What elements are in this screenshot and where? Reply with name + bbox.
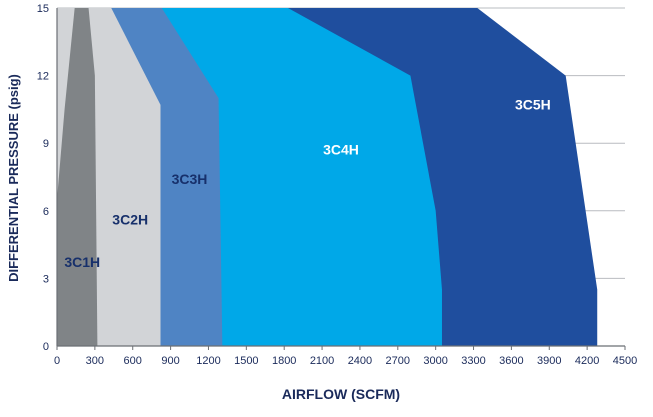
x-tick-label-3: 900 xyxy=(161,355,179,367)
y-tick-label-0: 0 xyxy=(43,341,49,353)
y-tick-label-4: 12 xyxy=(37,71,49,83)
x-tick-label-14: 4200 xyxy=(575,355,599,367)
region-labels: 3C5H 3C4H 3C3H 3C2H 3C1H xyxy=(64,96,550,270)
label-3c2h: 3C2H xyxy=(112,211,148,227)
x-tick-label-7: 2100 xyxy=(310,355,334,367)
label-3c1h: 3C1H xyxy=(64,254,100,270)
label-3c5h: 3C5H xyxy=(515,96,551,112)
x-tick-label-13: 3900 xyxy=(537,355,561,367)
y-tick-label-1: 3 xyxy=(43,273,49,285)
x-tick-labels: 0 300 600 900 1200 1500 1800 2100 2400 2700 3000 33… xyxy=(54,346,637,367)
x-tick-label-4: 1200 xyxy=(196,355,220,367)
x-tick-label-2: 600 xyxy=(124,355,142,367)
x-axis-title: AIRFLOW (SCFM) xyxy=(282,386,400,402)
x-tick-label-15: 4500 xyxy=(613,355,637,367)
x-tick-label-5: 1500 xyxy=(234,355,258,367)
x-tick-label-6: 1800 xyxy=(272,355,296,367)
y-axis-title: DIFFERENTIAL PRESSURE (psig) xyxy=(6,74,21,282)
x-tick-label-10: 3000 xyxy=(423,355,447,367)
x-tick-label-8: 2400 xyxy=(348,355,372,367)
region-3c1h xyxy=(57,8,98,346)
y-tick-label-3: 9 xyxy=(43,138,49,150)
x-tick-label-12: 3600 xyxy=(499,355,523,367)
capacity-regions xyxy=(57,8,598,346)
y-tick-label-2: 6 xyxy=(43,206,49,218)
x-tick-label-0: 0 xyxy=(54,355,60,367)
label-3c3h: 3C3H xyxy=(172,171,208,187)
y-tick-label-5: 15 xyxy=(37,3,49,15)
x-tick-label-1: 300 xyxy=(86,355,104,367)
axes xyxy=(56,8,625,347)
x-tick-label-11: 3300 xyxy=(461,355,485,367)
y-tick-labels: 0 3 6 9 12 15 xyxy=(37,3,49,353)
label-3c4h: 3C4H xyxy=(323,141,359,157)
x-tick-label-9: 2700 xyxy=(386,355,410,367)
